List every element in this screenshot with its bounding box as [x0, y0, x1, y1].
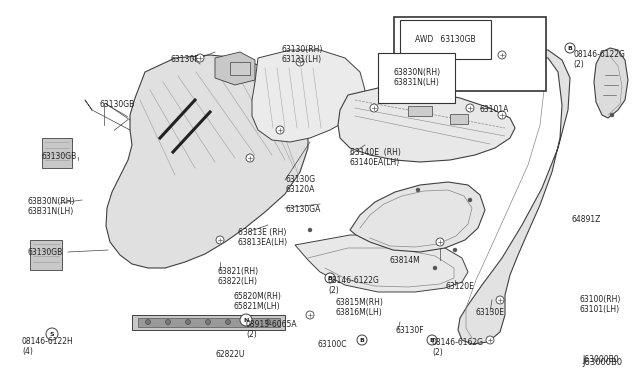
Circle shape [325, 273, 335, 283]
Text: 08146-6122H
(4): 08146-6122H (4) [22, 337, 74, 356]
Text: 63130GB: 63130GB [28, 248, 63, 257]
Text: N: N [243, 317, 249, 323]
Polygon shape [132, 315, 285, 330]
Circle shape [498, 51, 506, 59]
Polygon shape [138, 318, 280, 327]
Circle shape [276, 126, 284, 134]
Text: 08146-6122G
(2): 08146-6122G (2) [328, 276, 380, 295]
Circle shape [370, 104, 378, 112]
Text: 63130G
63120A: 63130G 63120A [285, 175, 315, 195]
Polygon shape [408, 106, 432, 116]
Circle shape [166, 320, 170, 324]
Text: 63813E (RH)
63813EA(LH): 63813E (RH) 63813EA(LH) [238, 228, 288, 247]
Circle shape [427, 335, 437, 345]
Circle shape [466, 104, 474, 112]
Text: 63815M(RH)
63816M(LH): 63815M(RH) 63816M(LH) [335, 298, 383, 317]
Circle shape [610, 113, 614, 117]
Text: 63130F: 63130F [171, 55, 199, 64]
Circle shape [186, 320, 191, 324]
Polygon shape [295, 235, 468, 292]
Polygon shape [594, 48, 628, 118]
Text: 63814M: 63814M [390, 256, 420, 265]
Text: 63130GB: 63130GB [100, 100, 135, 109]
Polygon shape [450, 114, 468, 124]
Text: 63830N(RH)
63831N(LH): 63830N(RH) 63831N(LH) [393, 68, 440, 87]
Text: B: B [429, 337, 435, 343]
Text: 08146-6162G
(2): 08146-6162G (2) [432, 338, 484, 357]
Text: 63821(RH)
63822(LH): 63821(RH) 63822(LH) [218, 267, 259, 286]
Circle shape [196, 54, 204, 62]
Text: 64891Z: 64891Z [572, 215, 602, 224]
Text: 62822U: 62822U [215, 350, 244, 359]
Circle shape [498, 111, 506, 119]
Circle shape [246, 154, 254, 162]
Text: 63101A: 63101A [480, 105, 509, 114]
Circle shape [433, 266, 437, 270]
Polygon shape [215, 52, 255, 85]
Text: 63100C: 63100C [318, 340, 348, 349]
Circle shape [436, 238, 444, 246]
Polygon shape [106, 55, 308, 268]
Text: 63100(RH)
63101(LH): 63100(RH) 63101(LH) [580, 295, 621, 314]
Polygon shape [252, 50, 365, 142]
Text: 63B30N(RH)
63B31N(LH): 63B30N(RH) 63B31N(LH) [28, 197, 76, 217]
Circle shape [266, 320, 271, 324]
Circle shape [296, 58, 304, 66]
Text: 08913-6065A
(2): 08913-6065A (2) [246, 320, 298, 339]
Circle shape [46, 328, 58, 340]
Circle shape [416, 188, 420, 192]
Polygon shape [350, 182, 485, 252]
Circle shape [145, 320, 150, 324]
Circle shape [468, 198, 472, 202]
Text: 65820M(RH)
65821M(LH): 65820M(RH) 65821M(LH) [234, 292, 282, 311]
Circle shape [308, 228, 312, 232]
Text: 08146-6122G
(2): 08146-6122G (2) [573, 50, 625, 70]
Circle shape [306, 311, 314, 319]
Text: S: S [50, 331, 54, 337]
Circle shape [216, 236, 224, 244]
Polygon shape [230, 62, 250, 75]
Text: 63130GA: 63130GA [285, 205, 321, 214]
Text: 63140E  (RH)
63140EA(LH): 63140E (RH) 63140EA(LH) [350, 148, 401, 167]
Circle shape [453, 248, 457, 252]
Text: B: B [568, 45, 572, 51]
Text: 63130E: 63130E [475, 308, 504, 317]
Circle shape [565, 43, 575, 53]
Polygon shape [42, 138, 72, 168]
Text: B: B [360, 337, 364, 343]
Circle shape [496, 296, 504, 304]
Text: J63000B0: J63000B0 [582, 355, 619, 364]
Circle shape [357, 335, 367, 345]
Circle shape [246, 320, 250, 324]
Text: 63130GB: 63130GB [42, 152, 77, 161]
Circle shape [205, 320, 211, 324]
Polygon shape [30, 240, 62, 270]
Circle shape [225, 320, 230, 324]
Circle shape [486, 336, 494, 344]
Text: 63130F: 63130F [395, 326, 424, 335]
Text: AWD   63130GB: AWD 63130GB [415, 35, 476, 44]
Text: 63130(RH)
63131(LH): 63130(RH) 63131(LH) [282, 45, 323, 64]
FancyBboxPatch shape [394, 17, 546, 91]
Polygon shape [410, 40, 440, 72]
Text: J63000B0: J63000B0 [582, 358, 622, 367]
Text: 63120E: 63120E [446, 282, 475, 291]
Circle shape [240, 314, 252, 326]
Polygon shape [338, 88, 515, 162]
Polygon shape [458, 48, 570, 344]
Text: B: B [328, 276, 332, 280]
